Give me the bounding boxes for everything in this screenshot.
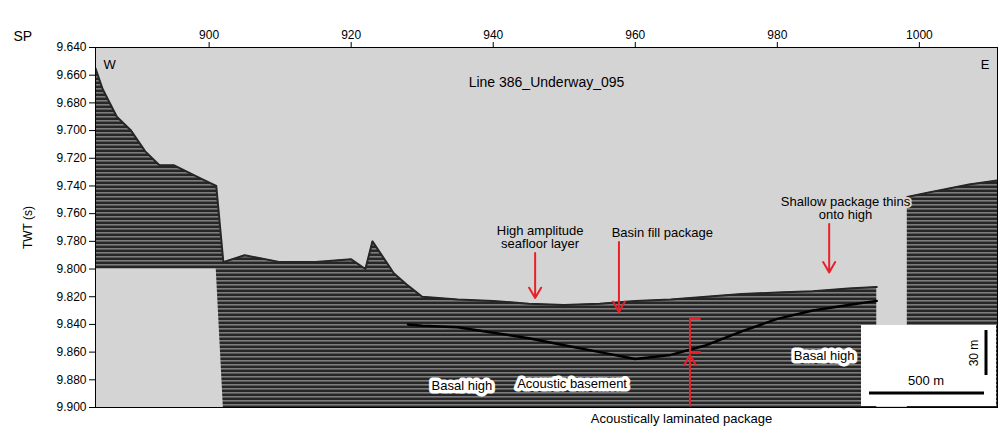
svg-text:9.640: 9.640 [56,40,86,54]
svg-text:980: 980 [767,28,787,42]
svg-text:9.820: 9.820 [56,290,86,304]
svg-text:9.780: 9.780 [56,234,86,248]
svg-text:9.880: 9.880 [56,373,86,387]
svg-text:Line 386_Underway_095: Line 386_Underway_095 [469,74,625,90]
svg-text:Basin fill package: Basin fill package [612,225,713,240]
svg-text:Basal high: Basal high [432,378,493,393]
svg-text:9.840: 9.840 [56,317,86,331]
svg-text:Basal high: Basal high [794,348,855,363]
svg-text:SP: SP [14,28,33,44]
svg-text:Shallow package thinsonto high: Shallow package thinsonto high [781,194,911,222]
svg-text:Acoustically laminated package: Acoustically laminated package [591,411,772,426]
svg-text:9.660: 9.660 [56,68,86,82]
svg-text:30 m: 30 m [967,340,981,367]
svg-text:TWT (s): TWT (s) [21,206,35,249]
svg-text:9.700: 9.700 [56,123,86,137]
svg-text:940: 940 [483,28,503,42]
svg-text:500 m: 500 m [908,373,944,388]
svg-text:W: W [104,57,117,72]
svg-text:9.720: 9.720 [56,151,86,165]
svg-text:High amplitudeseafloor layer: High amplitudeseafloor layer [497,223,584,251]
svg-text:9.760: 9.760 [56,206,86,220]
svg-text:Acoustic basement: Acoustic basement [517,376,627,391]
svg-text:900: 900 [199,28,219,42]
svg-text:9.680: 9.680 [56,96,86,110]
svg-text:E: E [981,57,990,72]
svg-text:920: 920 [341,28,361,42]
svg-text:9.740: 9.740 [56,179,86,193]
svg-text:9.860: 9.860 [56,345,86,359]
svg-text:9.800: 9.800 [56,262,86,276]
svg-text:960: 960 [625,28,645,42]
svg-text:9.900: 9.900 [56,400,86,414]
svg-text:1000: 1000 [906,28,933,42]
